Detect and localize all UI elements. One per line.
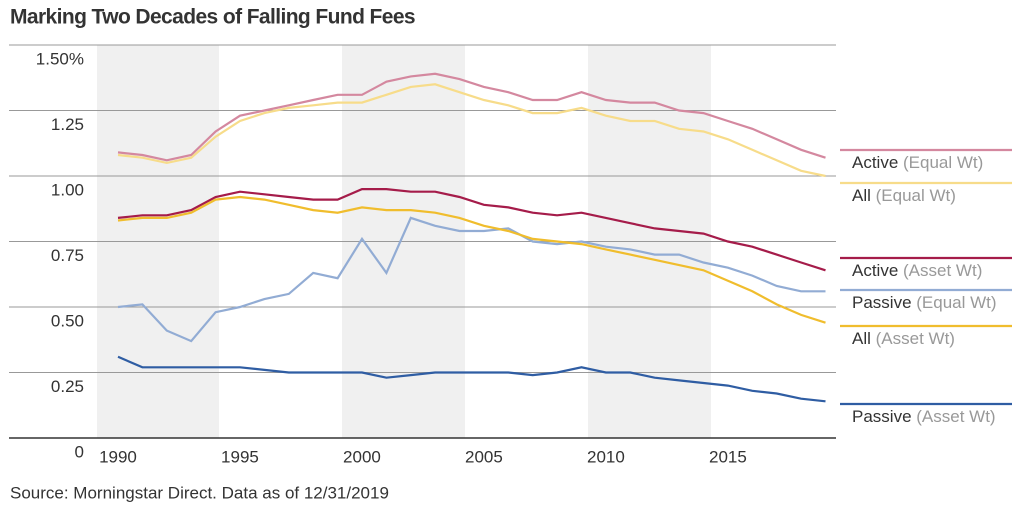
y-tick-label: 1.50%	[36, 49, 84, 68]
x-tick-label: 1995	[221, 447, 259, 466]
series-line	[117, 83, 826, 178]
y-tick-label: 0.25	[51, 377, 84, 396]
legend-label: Passive (Equal Wt)	[852, 293, 997, 312]
y-tick-label: 0.50	[51, 311, 84, 330]
series-line	[117, 195, 826, 324]
series-line	[117, 72, 826, 162]
legend-label: Passive (Asset Wt)	[852, 407, 996, 426]
series-line	[117, 188, 826, 272]
series-line	[117, 216, 826, 343]
legend-label: Active (Equal Wt)	[852, 153, 983, 172]
y-tick-label: 1.25	[51, 115, 84, 134]
x-tick-label: 2000	[343, 447, 381, 466]
x-tick-label: 1990	[99, 447, 137, 466]
y-tick-label: 0.75	[51, 246, 84, 265]
series-line	[117, 355, 826, 403]
legend-label: All (Equal Wt)	[852, 186, 956, 205]
x-tick-label: 2010	[587, 447, 625, 466]
y-tick-label: 0	[75, 442, 84, 461]
legend-label: Active (Asset Wt)	[852, 261, 982, 280]
chart-title: Marking Two Decades of Falling Fund Fees	[10, 6, 415, 29]
y-tick-label: 1.00	[51, 180, 84, 199]
source: Source: Morningstar Direct. Data as of 1…	[10, 483, 389, 502]
x-tick-label: 2015	[709, 447, 747, 466]
x-tick-label: 2005	[465, 447, 503, 466]
legend-label: All (Asset Wt)	[852, 329, 955, 348]
